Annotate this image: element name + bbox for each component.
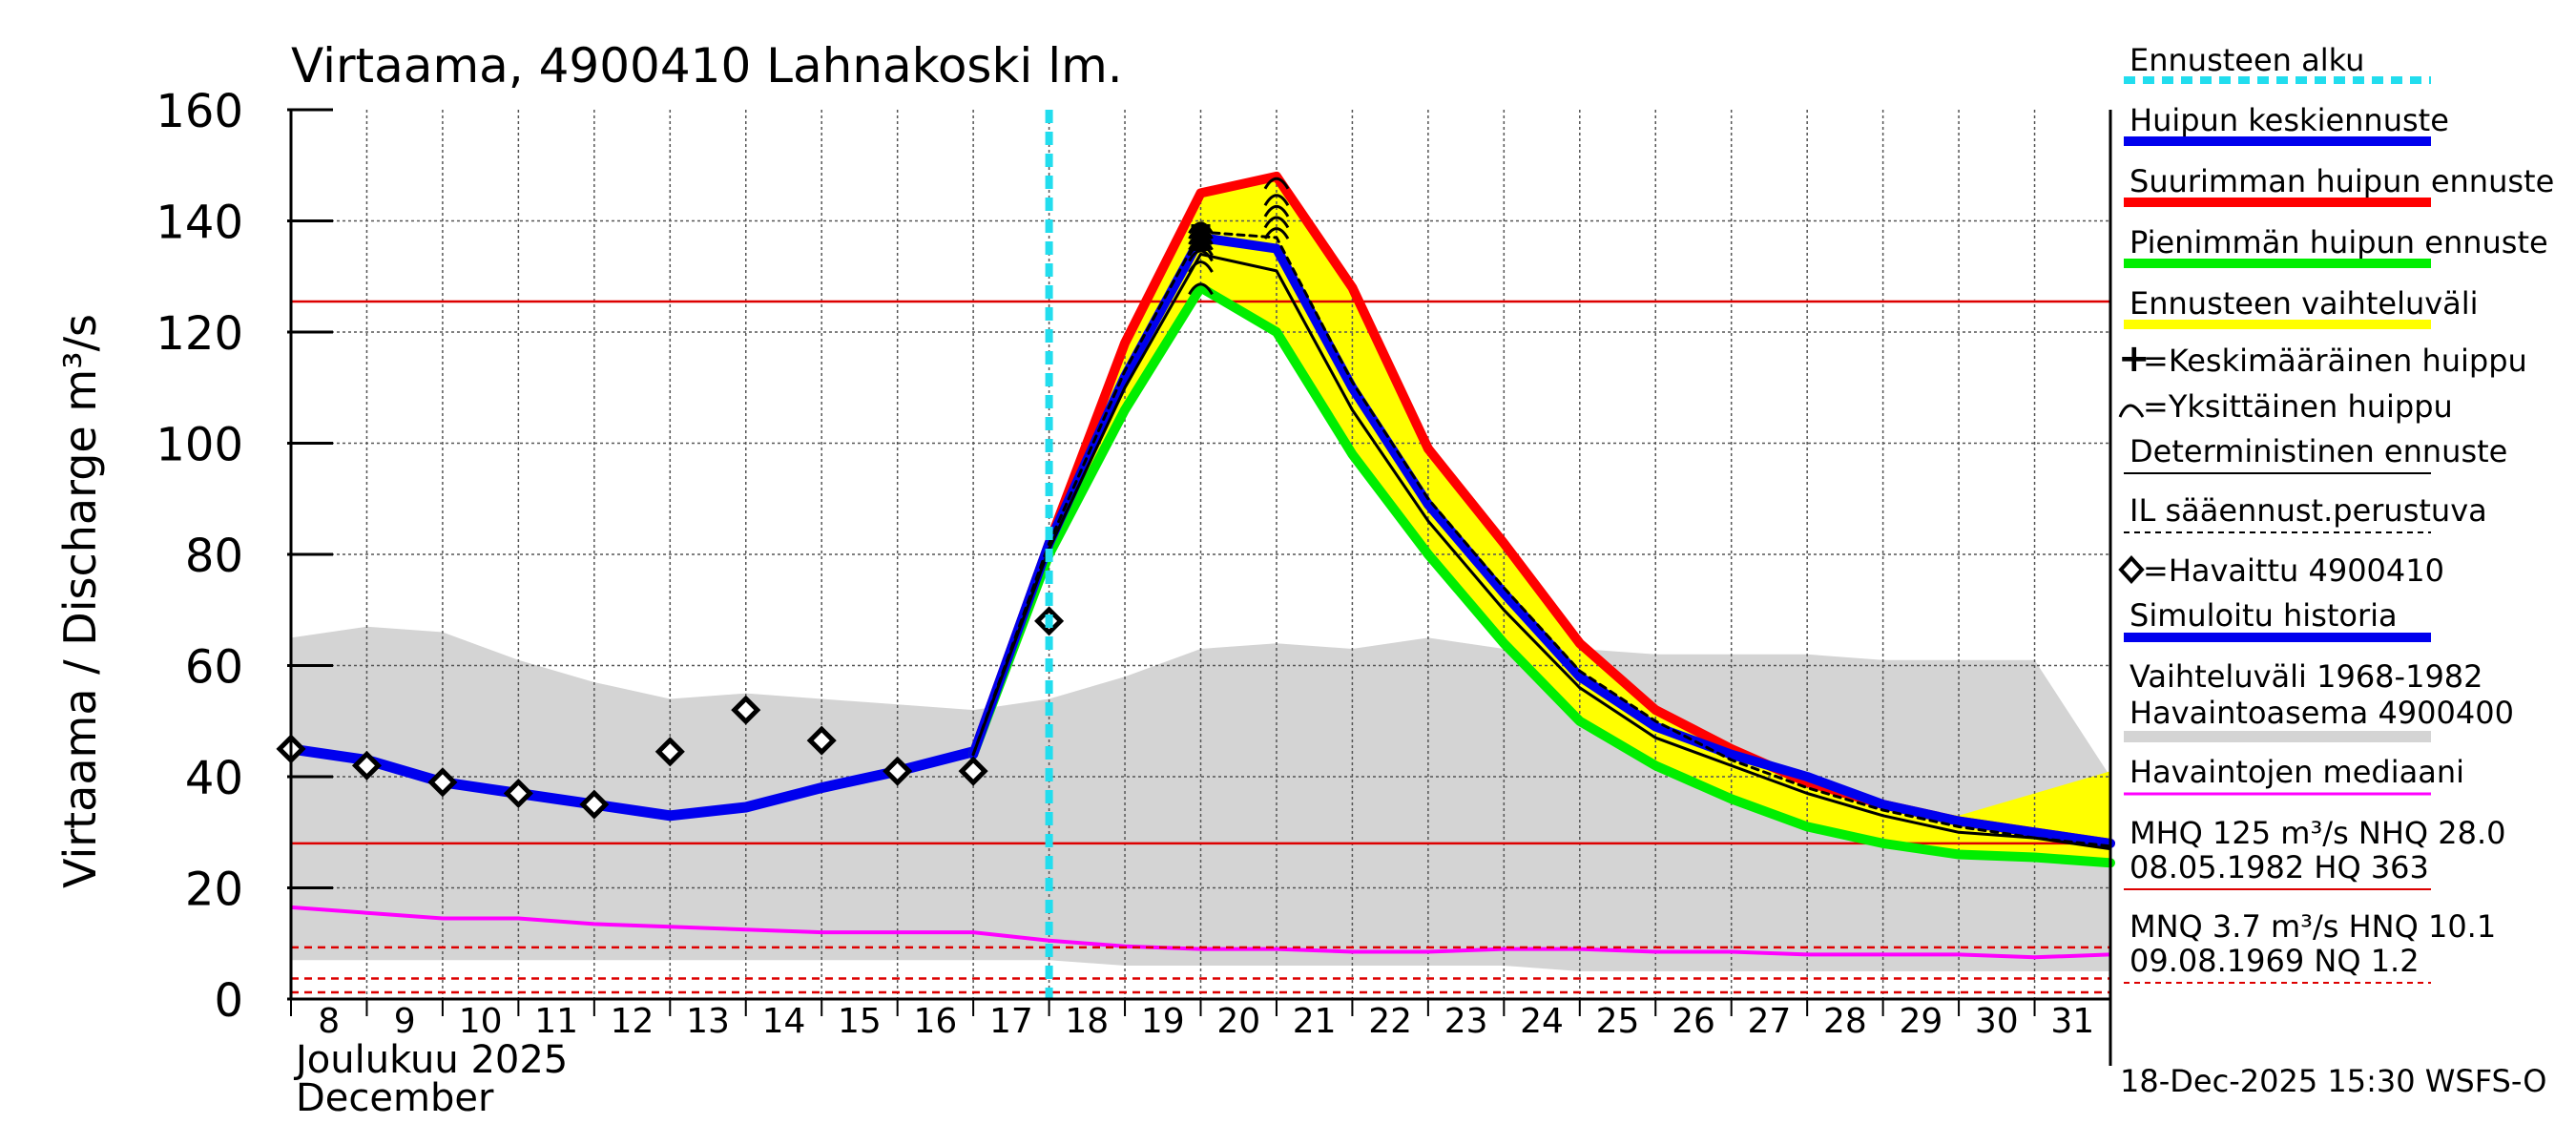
x-tick-label: 11 bbox=[534, 1002, 578, 1041]
legend-observed: =Havaittu 4900410 bbox=[2143, 552, 2444, 589]
legend-max-forecast: Suurimman huipun ennuste bbox=[2129, 163, 2554, 199]
legend-single-peak: =Yksittäinen huippu bbox=[2143, 388, 2453, 425]
y-tick-label: 20 bbox=[185, 864, 243, 917]
x-tick-label: 9 bbox=[394, 1002, 416, 1041]
observed-point bbox=[427, 767, 458, 798]
x-tick-label: 25 bbox=[1596, 1002, 1640, 1041]
x-tick-label: 13 bbox=[686, 1002, 730, 1041]
y-tick-label: 100 bbox=[156, 419, 243, 472]
arc-peak-icon bbox=[2118, 404, 2145, 418]
x-tick-label: 29 bbox=[1899, 1002, 1942, 1041]
legend-hist-range-2: Havaintoasema 4900400 bbox=[2129, 695, 2514, 731]
legend-hist-range-1: Vaihteluväli 1968-1982 bbox=[2129, 658, 2483, 695]
month-label-en: December bbox=[296, 1076, 494, 1120]
x-tick-label: 15 bbox=[838, 1002, 882, 1041]
x-tick-label: 14 bbox=[762, 1002, 806, 1041]
series-layer bbox=[285, 171, 2115, 868]
x-tick-label: 24 bbox=[1520, 1002, 1564, 1041]
legend-hist-range-swatch bbox=[2124, 731, 2431, 742]
peaks-layer bbox=[1188, 177, 1290, 296]
x-tick-label: 8 bbox=[318, 1002, 340, 1041]
reference-lines-layer bbox=[291, 300, 2110, 994]
median-layer bbox=[290, 905, 2111, 960]
observed-point bbox=[654, 737, 685, 767]
legend-stats-1b: 08.05.1982 HQ 363 bbox=[2129, 849, 2429, 885]
y-tick-label: 120 bbox=[156, 307, 243, 361]
legend-stats-2a: MNQ 3.7 m³/s HNQ 10.1 bbox=[2129, 908, 2496, 945]
month-label-fi: Joulukuu 2025 bbox=[293, 1038, 568, 1082]
legend-deterministic: Deterministinen ennuste bbox=[2129, 433, 2507, 469]
legend: Ennusteen alku Huipun keskiennuste Suuri… bbox=[2118, 42, 2554, 984]
series-line-4 bbox=[971, 252, 2112, 851]
legend-il: IL sääennust.perustuva bbox=[2129, 492, 2487, 529]
individual-peak-marker bbox=[1263, 194, 1290, 206]
legend-mean-peak: =Keskimääräinen huippu bbox=[2143, 343, 2527, 379]
legend-min-forecast: Pienimmän huipun ennuste bbox=[2129, 224, 2548, 260]
individual-peak-marker bbox=[1188, 282, 1214, 296]
legend-stats-1a: MHQ 125 m³/s NHQ 28.0 bbox=[2129, 815, 2506, 851]
median-line bbox=[290, 905, 2111, 960]
x-tick-label: 21 bbox=[1293, 1002, 1337, 1041]
individual-peak-marker bbox=[1188, 260, 1214, 273]
legend-forecast-start: Ennusteen alku bbox=[2129, 42, 2364, 78]
observed-point bbox=[579, 789, 610, 820]
y-tick-label: 60 bbox=[185, 641, 243, 695]
x-tick-label: 27 bbox=[1748, 1002, 1792, 1041]
x-tick-label: 31 bbox=[2050, 1002, 2094, 1041]
timestamp-label: 18-Dec-2025 15:30 WSFS-O bbox=[2120, 1063, 2546, 1099]
legend-simulated: Simuloitu historia bbox=[2129, 597, 2398, 634]
x-tick-label: 30 bbox=[1975, 1002, 2019, 1041]
individual-peak-marker bbox=[1263, 216, 1290, 229]
legend-stats-2b: 09.08.1969 NQ 1.2 bbox=[2129, 943, 2420, 979]
individual-peak-marker bbox=[1263, 177, 1290, 190]
diamond-icon bbox=[2118, 555, 2145, 584]
chart-title: Virtaama, 4900410 Lahnakoski lm. bbox=[291, 38, 1123, 94]
mean-peak-marker bbox=[1191, 223, 1211, 251]
series-line-0 bbox=[285, 743, 979, 822]
x-tick-label: 23 bbox=[1444, 1002, 1488, 1041]
x-tick-label: 16 bbox=[913, 1002, 957, 1041]
y-axis-title: Virtaama / Discharge m³/s bbox=[54, 314, 106, 888]
observed-point bbox=[351, 750, 382, 781]
x-tick-label: 10 bbox=[459, 1002, 503, 1041]
observed-point bbox=[883, 756, 913, 786]
series-line-5 bbox=[971, 230, 2112, 848]
x-tick-label: 17 bbox=[989, 1002, 1033, 1041]
observed-point bbox=[731, 695, 761, 725]
y-tick-label: 160 bbox=[156, 85, 243, 138]
y-tick-label: 40 bbox=[185, 752, 243, 805]
y-tick-label: 140 bbox=[156, 197, 243, 250]
series-line-2 bbox=[968, 282, 2115, 868]
series-line-3 bbox=[968, 233, 2115, 848]
observed-point bbox=[806, 725, 837, 756]
x-tick-label: 12 bbox=[611, 1002, 654, 1041]
legend-median: Havaintojen mediaani bbox=[2129, 754, 2464, 790]
individual-peak-marker bbox=[1263, 204, 1290, 218]
legend-mean-forecast: Huipun keskiennuste bbox=[2129, 102, 2449, 138]
plus-icon: + bbox=[2118, 337, 2150, 381]
x-tick-label: 20 bbox=[1216, 1002, 1260, 1041]
y-tick-label: 80 bbox=[185, 530, 243, 583]
x-tick-label: 22 bbox=[1368, 1002, 1412, 1041]
legend-range: Ennusteen vaihteluväli bbox=[2129, 285, 2479, 322]
y-tick-label: 0 bbox=[214, 974, 243, 1028]
individual-peak-marker bbox=[1263, 227, 1290, 239]
x-tick-label: 28 bbox=[1823, 1002, 1867, 1041]
observed-point bbox=[958, 756, 988, 786]
x-tick-label: 19 bbox=[1141, 1002, 1185, 1041]
x-tick-label: 26 bbox=[1672, 1002, 1715, 1041]
observed-point bbox=[503, 778, 533, 809]
x-tick-label: 18 bbox=[1065, 1002, 1109, 1041]
axes-layer: 0 20 40 60 80 100 120 140 160 8 9 10 11 12 13 14 15 16 17 1… bbox=[156, 85, 2112, 1066]
